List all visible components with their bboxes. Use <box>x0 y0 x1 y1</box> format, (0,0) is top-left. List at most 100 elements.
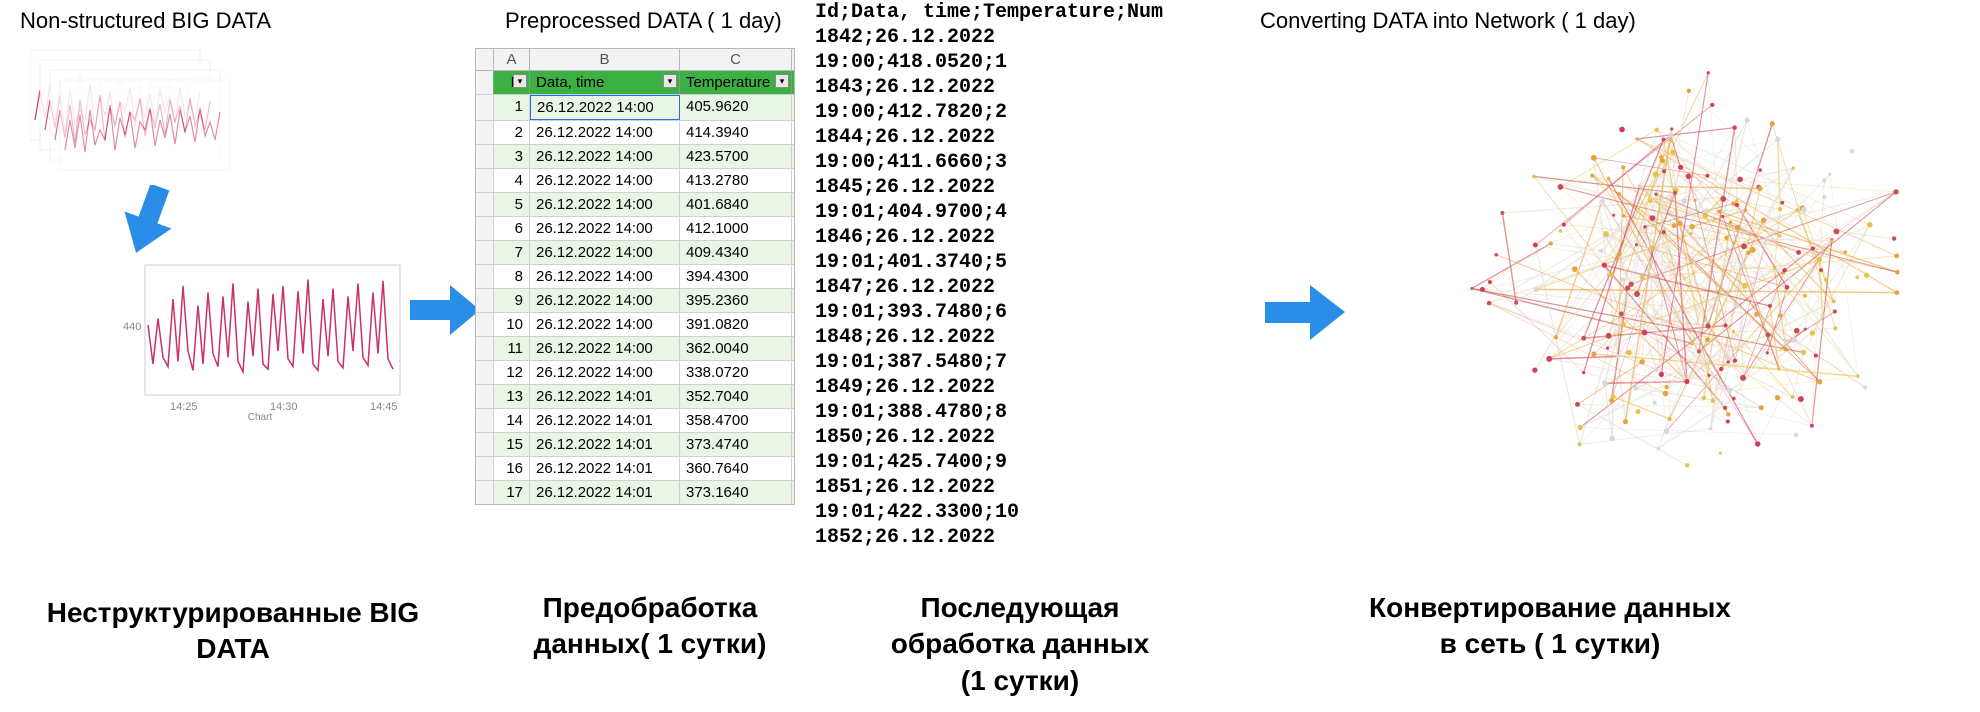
cell-datetime[interactable]: 26.12.2022 14:01 <box>530 385 680 408</box>
cell-temperature[interactable]: 412.1000 <box>680 217 792 240</box>
table-row[interactable]: 726.12.2022 14:00409.4340 <box>476 240 794 264</box>
cell-temperature[interactable]: 401.6840 <box>680 193 792 216</box>
cell-id[interactable]: 4 <box>494 169 530 192</box>
cell-temperature[interactable]: 405.9620 <box>680 95 792 120</box>
row-number <box>476 241 494 264</box>
svg-text:Chart: Chart <box>248 412 273 420</box>
col-letter-a: A <box>494 49 530 70</box>
row-number <box>476 265 494 288</box>
hdr-datetime-text: Data, time <box>536 74 604 91</box>
cell-id[interactable]: 6 <box>494 217 530 240</box>
filter-icon[interactable]: ▾ <box>663 74 677 88</box>
cell-temperature[interactable]: 373.1640 <box>680 481 792 504</box>
cell-id[interactable]: 12 <box>494 361 530 384</box>
spreadsheet: A B C Id▾ Data, time▾ Temperature▾ 126.1… <box>475 48 795 505</box>
csv-text-block: Id;Data, time;Temperature;Num 1842;26.12… <box>815 0 1163 550</box>
table-row[interactable]: 1626.12.2022 14:01360.7640 <box>476 456 794 480</box>
chart-big-line: 44014:2514:3014:45Chart <box>120 260 410 420</box>
arrow-right-2-icon <box>1265 285 1345 340</box>
row-number <box>476 313 494 336</box>
label-top-nonstructured: Non-structured BIG DATA <box>20 8 271 34</box>
cell-datetime[interactable]: 26.12.2022 14:00 <box>530 121 680 144</box>
row-number <box>476 337 494 360</box>
table-row[interactable]: 1526.12.2022 14:01373.4740 <box>476 432 794 456</box>
table-row[interactable]: 1226.12.2022 14:00338.0720 <box>476 360 794 384</box>
cell-temperature[interactable]: 373.4740 <box>680 433 792 456</box>
filter-icon[interactable]: ▾ <box>775 74 789 88</box>
table-row[interactable]: 526.12.2022 14:00401.6840 <box>476 192 794 216</box>
cell-id[interactable]: 7 <box>494 241 530 264</box>
cell-id[interactable]: 11 <box>494 337 530 360</box>
cell-id[interactable]: 10 <box>494 313 530 336</box>
cell-temperature[interactable]: 423.5700 <box>680 145 792 168</box>
cell-datetime[interactable]: 26.12.2022 14:00 <box>530 95 680 120</box>
cell-temperature[interactable]: 395.2360 <box>680 289 792 312</box>
cell-id[interactable]: 2 <box>494 121 530 144</box>
hdr-id[interactable]: Id▾ <box>494 71 530 94</box>
cell-datetime[interactable]: 26.12.2022 14:00 <box>530 265 680 288</box>
table-row[interactable]: 626.12.2022 14:00412.1000 <box>476 216 794 240</box>
svg-text:14:30: 14:30 <box>270 401 298 413</box>
row-number <box>476 121 494 144</box>
cell-temperature[interactable]: 338.0720 <box>680 361 792 384</box>
filter-icon[interactable]: ▾ <box>513 74 527 88</box>
cell-datetime[interactable]: 26.12.2022 14:00 <box>530 145 680 168</box>
table-row[interactable]: 1026.12.2022 14:00391.0820 <box>476 312 794 336</box>
cell-id[interactable]: 16 <box>494 457 530 480</box>
cell-id[interactable]: 13 <box>494 385 530 408</box>
cell-datetime[interactable]: 26.12.2022 14:01 <box>530 481 680 504</box>
table-row[interactable]: 1126.12.2022 14:00362.0040 <box>476 336 794 360</box>
cell-datetime[interactable]: 26.12.2022 14:00 <box>530 241 680 264</box>
table-row[interactable]: 326.12.2022 14:00423.5700 <box>476 144 794 168</box>
cell-temperature[interactable]: 362.0040 <box>680 337 792 360</box>
label-bot-convert: Конвертирование данных в сеть ( 1 сутки) <box>1320 590 1780 663</box>
cell-id[interactable]: 17 <box>494 481 530 504</box>
cell-datetime[interactable]: 26.12.2022 14:00 <box>530 217 680 240</box>
chart-small-overlay <box>30 50 240 180</box>
row-number <box>476 145 494 168</box>
cell-datetime[interactable]: 26.12.2022 14:00 <box>530 361 680 384</box>
table-row[interactable]: 826.12.2022 14:00394.4300 <box>476 264 794 288</box>
row-number <box>476 95 494 120</box>
row-number <box>476 457 494 480</box>
cell-datetime[interactable]: 26.12.2022 14:00 <box>530 337 680 360</box>
cell-id[interactable]: 15 <box>494 433 530 456</box>
hdr-datetime[interactable]: Data, time ▾ <box>530 71 680 94</box>
cell-temperature[interactable]: 391.0820 <box>680 313 792 336</box>
cell-id[interactable]: 8 <box>494 265 530 288</box>
cell-id[interactable]: 1 <box>494 95 530 120</box>
arrow-down-icon <box>118 185 178 255</box>
table-row[interactable]: 1426.12.2022 14:01358.4700 <box>476 408 794 432</box>
cell-temperature[interactable]: 358.4700 <box>680 409 792 432</box>
svg-text:440: 440 <box>123 321 141 333</box>
cell-temperature[interactable]: 414.3940 <box>680 121 792 144</box>
cell-id[interactable]: 9 <box>494 289 530 312</box>
cell-datetime[interactable]: 26.12.2022 14:00 <box>530 193 680 216</box>
cell-temperature[interactable]: 394.4300 <box>680 265 792 288</box>
row-number <box>476 433 494 456</box>
table-row[interactable]: 426.12.2022 14:00413.2780 <box>476 168 794 192</box>
cell-datetime[interactable]: 26.12.2022 14:00 <box>530 289 680 312</box>
table-row[interactable]: 1326.12.2022 14:01352.7040 <box>476 384 794 408</box>
cell-id[interactable]: 3 <box>494 145 530 168</box>
cell-temperature[interactable]: 352.7040 <box>680 385 792 408</box>
table-row[interactable]: 226.12.2022 14:00414.3940 <box>476 120 794 144</box>
table-row[interactable]: 1726.12.2022 14:01373.1640 <box>476 480 794 504</box>
table-row[interactable]: 926.12.2022 14:00395.2360 <box>476 288 794 312</box>
hdr-temp[interactable]: Temperature▾ <box>680 71 792 94</box>
cell-datetime[interactable]: 26.12.2022 14:00 <box>530 313 680 336</box>
cell-id[interactable]: 5 <box>494 193 530 216</box>
network-graph <box>1430 60 1950 500</box>
label-top-preprocessed: Preprocessed DATA ( 1 day) <box>505 8 782 34</box>
table-row[interactable]: 126.12.2022 14:00405.9620 <box>476 94 794 120</box>
cell-datetime[interactable]: 26.12.2022 14:01 <box>530 457 680 480</box>
cell-id[interactable]: 14 <box>494 409 530 432</box>
cell-temperature[interactable]: 360.7640 <box>680 457 792 480</box>
row-number <box>476 217 494 240</box>
cell-datetime[interactable]: 26.12.2022 14:01 <box>530 433 680 456</box>
cell-datetime[interactable]: 26.12.2022 14:01 <box>530 409 680 432</box>
cell-temperature[interactable]: 409.4340 <box>680 241 792 264</box>
cell-datetime[interactable]: 26.12.2022 14:00 <box>530 169 680 192</box>
label-bot-postprocess: Последующая обработка данных (1 сутки) <box>840 590 1200 699</box>
cell-temperature[interactable]: 413.2780 <box>680 169 792 192</box>
